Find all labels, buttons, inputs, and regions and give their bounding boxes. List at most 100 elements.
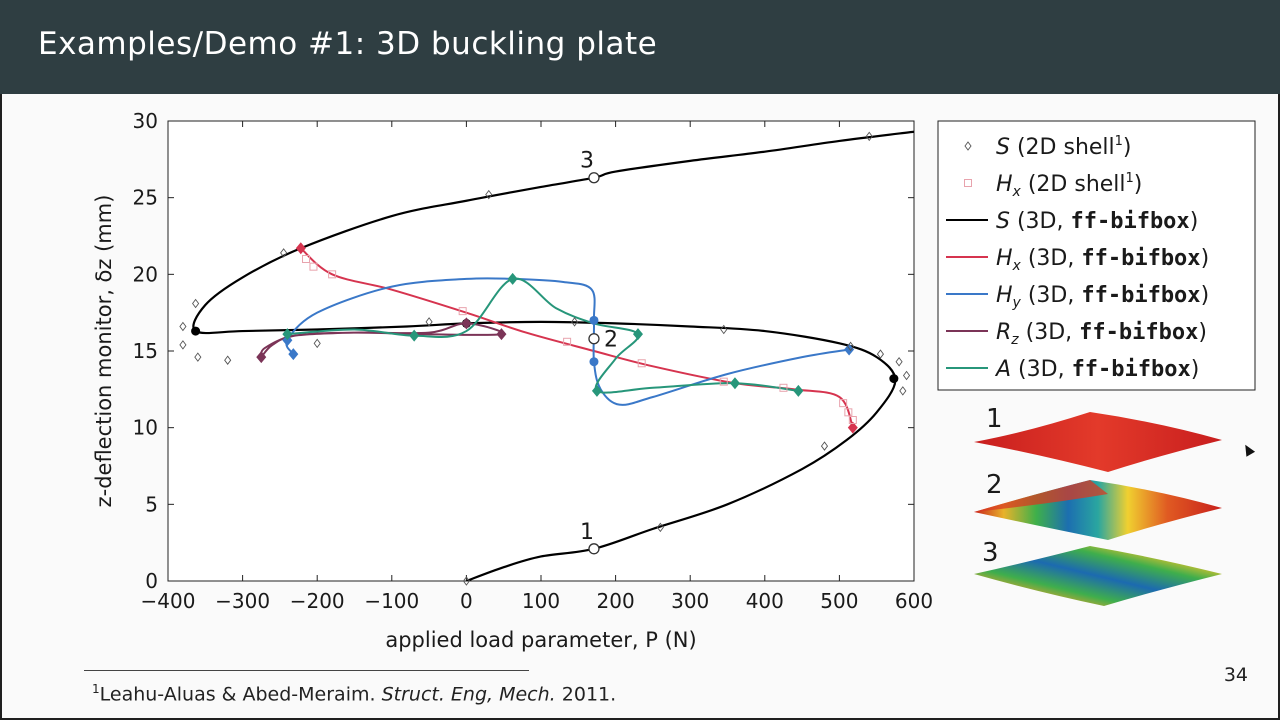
marker-hy (844, 343, 855, 356)
marker-hx (847, 421, 858, 434)
marker-hx_ref (458, 307, 467, 316)
marker-s_ref (194, 352, 202, 362)
marker-hx (295, 242, 306, 255)
footnote-rule (84, 670, 529, 671)
footnote-authors: Leahu-Aluas & Abed-Meraim. (99, 683, 376, 706)
y-tick-label: 10 (133, 416, 158, 440)
marker-s_ref (179, 321, 187, 332)
marker-hx_ref (637, 359, 646, 368)
marker-a (591, 384, 602, 397)
legend-label: Hx (3D, ff-bifbox) (996, 246, 1209, 274)
marker-s (588, 333, 600, 345)
legend-label: A (3D, ff-bifbox) (994, 357, 1199, 382)
x-tick-label: 100 (522, 589, 560, 613)
legend-marker (964, 141, 972, 151)
title-bar: Examples/Demo #1: 3D buckling plate (0, 0, 1280, 94)
mode-3-label: 3 (982, 538, 999, 568)
mode-2-label: 2 (986, 470, 1003, 500)
marker-hx_ref (719, 377, 728, 386)
x-tick-label: −400 (141, 589, 196, 613)
y-tick-label: 5 (145, 492, 158, 516)
marker-a (632, 328, 643, 341)
marker-s_ref (902, 370, 911, 381)
marker-hx_ref (563, 337, 572, 346)
marker-s_ref (280, 248, 288, 258)
branch-annotation: 1 (580, 520, 594, 545)
marker-hx_ref (309, 262, 318, 271)
marker-rz (496, 328, 507, 341)
x-tick-label: −200 (290, 589, 345, 613)
marker-s_ref (847, 341, 855, 352)
legend-label: Hy (3D, ff-bifbox) (996, 283, 1209, 311)
marker-s_ref (462, 576, 470, 586)
page-number: 34 (1223, 664, 1248, 686)
marker-s_ref (865, 131, 873, 142)
plot-area (167, 120, 915, 582)
marker-hx_ref (844, 408, 853, 417)
marker-hy (282, 334, 293, 347)
marker-a (507, 272, 518, 285)
marker-s_ref (571, 317, 579, 327)
x-tick-label: 600 (895, 589, 933, 613)
marker-s (889, 374, 899, 384)
legend-label: S (3D, ff-bifbox) (996, 209, 1198, 234)
marker-hx_ref (328, 270, 337, 279)
marker-hx_ref (779, 383, 788, 392)
legend-label: Hx (2D shell1) (996, 171, 1142, 200)
x-tick-label: −100 (364, 589, 419, 613)
mode-1-label: 1 (986, 404, 1003, 434)
marker-s (191, 326, 201, 336)
marker-s_ref (656, 522, 664, 533)
marker-s (588, 172, 600, 184)
footnote-marker: 1 (92, 682, 100, 696)
marker-a (729, 377, 740, 390)
slide-title: Examples/Demo #1: 3D buckling plate (38, 26, 658, 62)
marker-s_ref (876, 349, 884, 359)
x-tick-label: 400 (746, 589, 784, 613)
footnote-year: 2011. (561, 683, 617, 706)
marker-hy (589, 315, 599, 325)
marker-hy (288, 348, 299, 361)
x-axis-label: applied load parameter, P (N) (385, 628, 696, 652)
marker-s_ref (192, 298, 200, 309)
x-tick-label: 300 (671, 589, 709, 613)
marker-s_ref (485, 189, 493, 200)
branch-annotation: 2 (604, 328, 618, 353)
mode-3-shape (974, 546, 1222, 606)
marker-s (588, 543, 600, 555)
x-tick-label: 500 (820, 589, 858, 613)
marker-rz (461, 317, 472, 330)
marker-s_ref (895, 356, 903, 367)
legend-label: S (2D shell1) (996, 134, 1132, 160)
marker-s_ref (899, 386, 907, 396)
y-tick-label: 30 (133, 109, 158, 133)
marker-rz (256, 351, 267, 364)
y-tick-label: 0 (145, 569, 158, 593)
marker-a (282, 328, 293, 341)
x-tick-label: 200 (597, 589, 635, 613)
legend-marker (964, 179, 972, 187)
marker-s_ref (224, 355, 232, 365)
branch-annotation: 3 (580, 149, 594, 174)
x-tick-label: 0 (460, 589, 473, 613)
marker-hy (589, 357, 599, 367)
marker-s_ref (313, 338, 321, 349)
legend-label: Rz (3D, ff-bifbox) (996, 320, 1207, 348)
y-axis-label: z-deflection monitor, δz (mm) (92, 195, 116, 508)
marker-hx_ref (839, 399, 848, 408)
legend-box (937, 120, 1256, 391)
mode-2-shape (974, 480, 1222, 540)
y-tick-label: 25 (133, 186, 158, 210)
y-tick-label: 20 (133, 262, 158, 286)
marker-hx_ref (302, 255, 311, 263)
x-tick-label: −300 (215, 589, 270, 613)
mode-1-shape (974, 412, 1222, 472)
marker-a (793, 384, 804, 397)
footnote: 1Leahu-Aluas & Abed-Meraim. Struct. Eng,… (92, 682, 616, 705)
series-line-hy (285, 277, 850, 406)
marker-s_ref (179, 340, 187, 350)
marker-s_ref (425, 317, 433, 327)
footnote-journal: Struct. Eng, Mech. (381, 683, 556, 706)
series-line-rz (260, 322, 504, 358)
